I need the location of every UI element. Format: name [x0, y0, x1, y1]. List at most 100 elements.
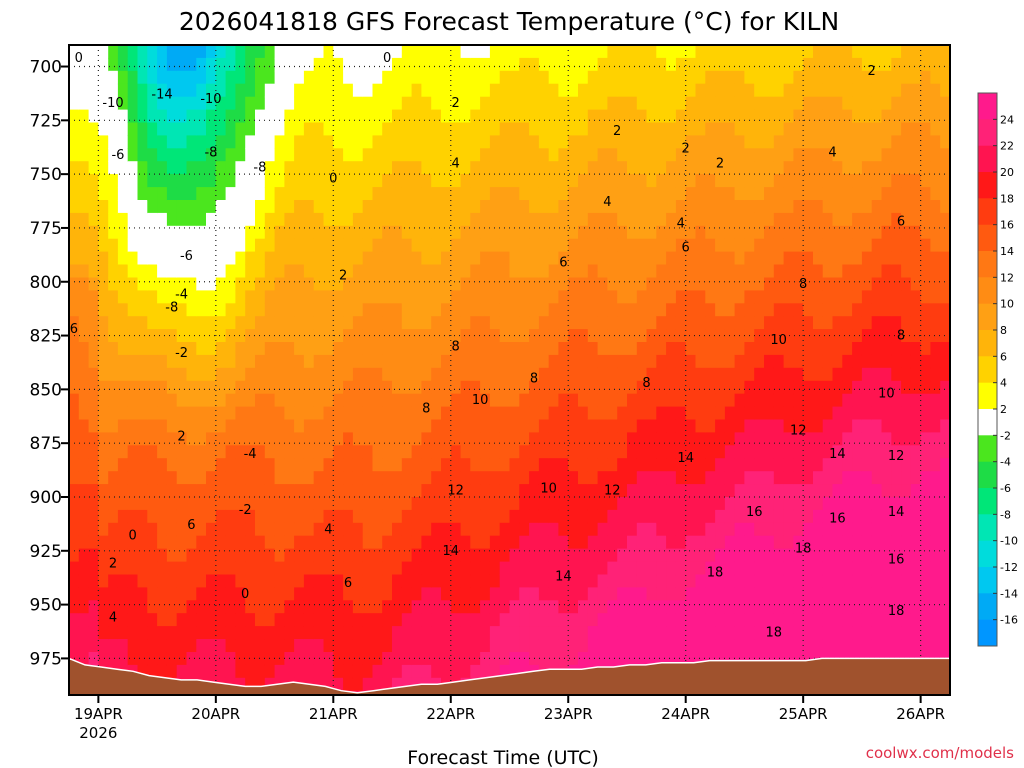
temp-cell	[117, 380, 129, 395]
temp-cell	[656, 83, 667, 98]
temp-cell	[157, 122, 168, 136]
temp-cell	[627, 380, 638, 395]
temp-cell	[450, 497, 462, 511]
temp-cell	[705, 548, 716, 563]
temp-cell	[529, 342, 540, 356]
temp-cell	[137, 354, 148, 369]
temp-cell	[362, 522, 374, 537]
temp-cell	[783, 509, 794, 524]
temp-cell	[724, 290, 736, 304]
temp-cell	[558, 652, 569, 666]
colorbar-segment	[978, 119, 997, 147]
temp-cell	[186, 445, 197, 459]
temp-cell	[235, 367, 246, 382]
temp-cell	[303, 303, 315, 317]
temp-cell	[166, 367, 178, 382]
temp-cell	[450, 70, 462, 85]
temp-cell	[69, 458, 80, 472]
temp-cell	[910, 574, 922, 588]
temp-cell	[225, 354, 236, 369]
temp-cell	[754, 574, 765, 588]
temp-cell	[343, 574, 354, 588]
temp-cell	[891, 419, 902, 433]
temp-cell	[284, 380, 295, 395]
temp-cell	[568, 380, 579, 395]
temp-cell	[705, 652, 716, 666]
colorbar-segment	[978, 172, 997, 199]
temp-cell	[137, 574, 148, 588]
temp-cell	[813, 445, 824, 459]
temp-cell	[215, 290, 227, 304]
temp-cell	[166, 497, 178, 511]
temp-cell	[754, 303, 765, 317]
temp-cell	[127, 600, 139, 614]
temp-cell	[372, 251, 383, 266]
credit-text[interactable]: coolwx.com/models	[866, 744, 1014, 762]
temp-cell	[352, 200, 364, 214]
temp-cell	[509, 200, 520, 214]
temp-cell	[587, 406, 599, 421]
temp-cell	[294, 522, 305, 537]
temp-cell	[284, 225, 295, 240]
temp-cell	[176, 57, 188, 72]
temp-cell	[822, 277, 834, 291]
temp-cell	[69, 342, 80, 356]
temp-cell	[88, 109, 99, 124]
temp-cell	[617, 471, 628, 485]
temp-cell	[509, 626, 520, 640]
temp-cell	[519, 96, 530, 111]
temp-cell	[333, 380, 344, 395]
temp-cell	[421, 316, 432, 330]
temp-cell	[783, 70, 794, 85]
temp-cell	[842, 148, 853, 162]
temp-cell	[421, 574, 432, 588]
temp-cell	[881, 354, 892, 369]
temp-cell	[313, 122, 325, 136]
temp-cell	[764, 639, 775, 653]
temp-cell	[627, 509, 638, 524]
temp-cell	[431, 445, 442, 459]
temp-cell	[587, 200, 599, 214]
temp-cell	[255, 639, 266, 653]
temp-cell	[852, 393, 863, 408]
temp-cell	[695, 251, 706, 266]
temp-cell	[255, 484, 266, 498]
temp-cell	[470, 251, 481, 266]
temp-cell	[382, 212, 393, 227]
temp-cell	[186, 626, 197, 640]
temp-cell	[803, 548, 814, 563]
temp-cell	[392, 200, 403, 214]
temp-cell	[176, 109, 188, 124]
temp-cell	[793, 57, 804, 72]
temp-cell	[235, 161, 246, 175]
temp-cell	[578, 406, 589, 421]
temp-cell	[617, 70, 628, 85]
temp-cell	[431, 639, 442, 653]
temp-cell	[127, 212, 139, 227]
temp-cell	[499, 187, 511, 201]
temp-cell	[901, 367, 912, 382]
temp-cell	[558, 290, 569, 304]
colorbar-label: -10	[1000, 535, 1018, 548]
temp-cell	[548, 535, 560, 550]
temp-cell	[548, 96, 560, 111]
temp-cell	[78, 148, 90, 162]
temp-cell	[441, 148, 452, 162]
temp-cell	[431, 380, 442, 395]
temp-cell	[695, 45, 706, 59]
temp-cell	[578, 316, 589, 330]
temp-cell	[176, 535, 188, 550]
temp-cell	[108, 600, 119, 614]
temp-cell	[499, 664, 511, 679]
temp-cell	[568, 264, 579, 278]
temp-cell	[675, 458, 687, 472]
temp-cell	[675, 561, 687, 576]
temp-cell	[813, 251, 824, 266]
temp-cell	[822, 290, 834, 304]
temp-cell	[627, 548, 638, 563]
temp-cell	[470, 664, 481, 679]
temp-cell	[245, 587, 256, 601]
temp-cell	[656, 561, 667, 576]
temp-cell	[313, 561, 325, 576]
temp-cell	[421, 432, 432, 446]
